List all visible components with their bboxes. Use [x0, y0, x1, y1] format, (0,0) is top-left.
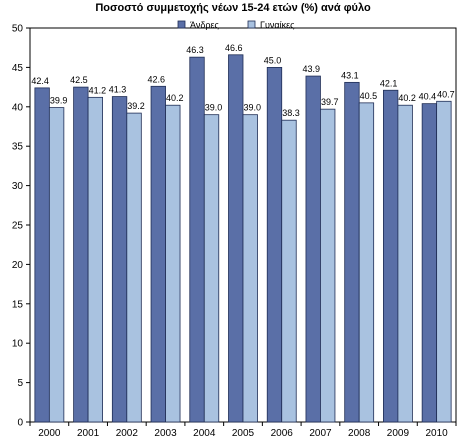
bar-men: [344, 81, 360, 423]
chart-title: Ποσοστό συμμετοχής νέων 15-24 ετών (%) α…: [95, 2, 371, 14]
y-tick-label: 45: [12, 63, 24, 74]
data-label: 39.0: [243, 103, 261, 113]
data-label: 40.2: [398, 93, 416, 103]
bar-women: [320, 108, 336, 423]
legend-swatch-women: [247, 20, 256, 29]
y-tick-label: 25: [12, 221, 24, 232]
data-label: 39.7: [321, 97, 339, 107]
data-label: 40.5: [360, 91, 378, 101]
bar-men: [228, 54, 244, 423]
y-tick-label: 10: [12, 339, 24, 350]
bar-men: [189, 56, 205, 423]
x-tick-label: 2002: [116, 428, 139, 439]
y-tick-label: 0: [17, 418, 23, 429]
legend-label-men: Άνδρες: [190, 20, 219, 30]
data-label: 40.7: [437, 89, 455, 99]
x-tick-label: 2005: [232, 428, 255, 439]
bar-men: [305, 75, 321, 423]
y-tick-label: 35: [12, 142, 24, 153]
legend-label-women: Γυναίκες: [260, 20, 295, 30]
x-tick-label: 2003: [154, 428, 177, 439]
x-tick-label: 2006: [271, 428, 294, 439]
data-label: 42.6: [148, 74, 166, 84]
data-label: 40.4: [419, 92, 437, 102]
bar-women: [126, 112, 142, 423]
bar-women: [281, 119, 297, 423]
bar-men: [111, 96, 128, 423]
x-tick-label: 2008: [348, 428, 371, 439]
bar-men: [34, 87, 50, 423]
bar-men: [150, 85, 166, 423]
y-tick-label: 30: [12, 181, 24, 192]
data-label: 39.2: [127, 101, 145, 111]
x-tick-label: 2004: [193, 428, 216, 439]
data-label: 39.0: [205, 103, 223, 113]
bar-men: [266, 67, 283, 423]
x-tick-label: 2007: [309, 428, 332, 439]
bar-women: [87, 96, 103, 423]
y-tick-label: 5: [17, 378, 23, 389]
bar-women: [48, 107, 65, 423]
bar-women: [358, 102, 375, 423]
data-label: 41.2: [89, 85, 107, 95]
bar-women: [165, 104, 181, 423]
bar-women: [203, 114, 220, 423]
data-label: 46.3: [186, 45, 204, 55]
bar-women: [397, 104, 413, 423]
legend-swatch-men: [177, 20, 186, 29]
y-tick-label: 20: [12, 260, 24, 271]
data-label: 41.3: [109, 85, 127, 95]
x-tick-label: 2010: [426, 428, 449, 439]
x-tick-label: 2001: [77, 428, 100, 439]
y-tick-label: 15: [12, 299, 24, 310]
bar-men: [383, 89, 399, 423]
data-label: 46.6: [225, 43, 243, 53]
data-label: 43.1: [341, 70, 359, 80]
bar-women: [436, 100, 452, 423]
y-tick-label: 40: [12, 102, 24, 113]
data-label: 42.1: [380, 78, 398, 88]
bar-women: [242, 114, 258, 423]
data-label: 42.5: [70, 75, 88, 85]
data-label: 45.0: [264, 55, 282, 65]
x-tick-label: 2009: [387, 428, 410, 439]
y-tick-label: 50: [12, 24, 24, 35]
data-label: 42.4: [31, 76, 49, 86]
x-tick-label: 2000: [38, 428, 61, 439]
data-label: 38.3: [282, 108, 300, 118]
bar-men: [421, 103, 438, 423]
data-label: 43.9: [302, 64, 320, 74]
data-label: 39.9: [50, 96, 68, 106]
data-label: 40.2: [166, 93, 184, 103]
bar-men: [73, 86, 89, 423]
